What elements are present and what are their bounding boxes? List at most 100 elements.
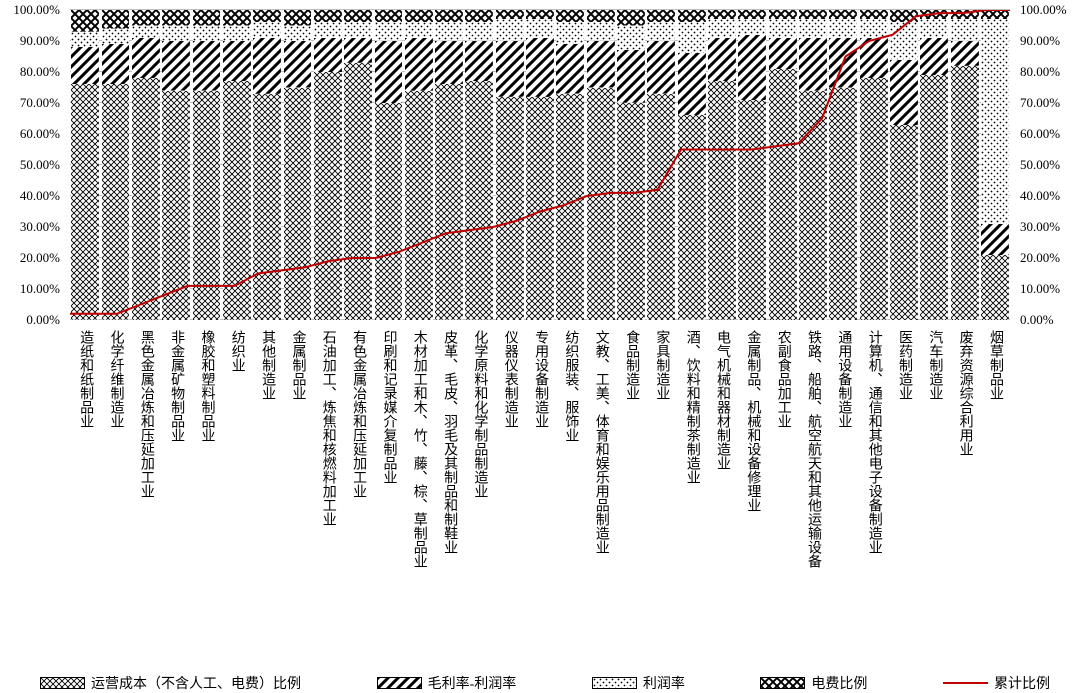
bar — [647, 10, 675, 320]
bar-segment-profit_rate — [708, 19, 736, 38]
bar-segment-electricity — [860, 10, 888, 19]
x-label: 有色金属冶炼和压延加工业 — [348, 330, 368, 498]
bar-slot — [343, 10, 373, 320]
bar-slot — [646, 10, 676, 320]
bar-segment-gross_minus_profit — [375, 41, 403, 103]
bar-segment-electricity — [526, 10, 554, 19]
bar-segment-gross_minus_profit — [435, 41, 463, 84]
x-label-slot: 化学原料和化学制品制造业 — [464, 330, 494, 660]
bar-segment-electricity — [314, 10, 342, 22]
y-tick: 50.00% — [1020, 157, 1080, 173]
chart-container: 0.00%10.00%20.00%30.00%40.00%50.00%60.00… — [0, 0, 1080, 693]
x-label-slot: 专用设备制造业 — [525, 330, 555, 660]
bar-segment-gross_minus_profit — [678, 53, 706, 115]
y-tick: 40.00% — [0, 188, 60, 204]
bar-segment-profit_rate — [829, 19, 857, 38]
y-tick: 30.00% — [0, 219, 60, 235]
bar-segment-profit_rate — [496, 19, 524, 41]
x-label-slot: 铁路、船舶、航空航天和其他运输设备 — [798, 330, 828, 660]
x-label: 食品制造业 — [621, 330, 641, 400]
bar-segment-operating_cost — [981, 255, 1009, 320]
x-label-slot: 烟草制品业 — [980, 330, 1010, 660]
bar-segment-profit_rate — [223, 26, 251, 42]
bar-slot — [737, 10, 767, 320]
bar-slot — [131, 10, 161, 320]
legend-swatch — [377, 677, 422, 689]
bar — [102, 10, 130, 320]
bar-segment-profit_rate — [465, 22, 493, 41]
bar-segment-gross_minus_profit — [890, 60, 918, 125]
x-label-slot: 汽车制造业 — [919, 330, 949, 660]
bar-segment-gross_minus_profit — [829, 38, 857, 88]
bar-segment-operating_cost — [587, 88, 615, 321]
bar — [951, 10, 979, 320]
y-tick: 100.00% — [1020, 2, 1080, 18]
bar-segment-profit_rate — [799, 19, 827, 38]
legend-item-operating_cost: 运营成本（不含人工、电费）比例 — [40, 673, 301, 693]
bar-segment-electricity — [951, 10, 979, 19]
bar-segment-electricity — [556, 10, 584, 22]
x-label-slot: 金属制品业 — [282, 330, 312, 660]
bar-segment-operating_cost — [71, 84, 99, 320]
bar-slot — [707, 10, 737, 320]
bar-segment-electricity — [253, 10, 281, 22]
legend: 运营成本（不含人工、电费）比例毛利率-利润率利润率电费比例累计比例 — [40, 673, 1050, 693]
bar-segment-gross_minus_profit — [132, 38, 160, 78]
bar-segment-electricity — [496, 10, 524, 19]
bar-slot — [191, 10, 221, 320]
bar — [314, 10, 342, 320]
bar-segment-profit_rate — [678, 22, 706, 53]
x-label: 酒、饮料和精制茶制造业 — [682, 330, 702, 484]
bar — [405, 10, 433, 320]
legend-label: 电费比例 — [811, 673, 867, 693]
y-tick: 40.00% — [1020, 188, 1080, 204]
legend-item-gross_minus_profit: 毛利率-利润率 — [377, 673, 517, 693]
x-label-slot: 文教、工美、体育和娱乐用品制造业 — [586, 330, 616, 660]
x-label-slot: 黑色金属冶炼和压延加工业 — [131, 330, 161, 660]
bar-slot — [161, 10, 191, 320]
bar-segment-electricity — [193, 10, 221, 26]
x-label-slot: 石油加工、炼焦和核燃料加工业 — [313, 330, 343, 660]
bar-segment-gross_minus_profit — [587, 41, 615, 88]
bar-segment-operating_cost — [314, 72, 342, 320]
bar-segment-profit_rate — [769, 19, 797, 38]
bar-segment-gross_minus_profit — [647, 41, 675, 94]
x-label: 橡胶和塑料制品业 — [196, 330, 216, 442]
bar-segment-electricity — [223, 10, 251, 26]
bar-segment-gross_minus_profit — [981, 224, 1009, 255]
bar-segment-profit_rate — [526, 19, 554, 38]
x-label-slot: 仪器仪表制造业 — [495, 330, 525, 660]
bar — [526, 10, 554, 320]
legend-label: 累计比例 — [994, 673, 1050, 693]
y-tick: 70.00% — [0, 95, 60, 111]
bar — [920, 10, 948, 320]
x-label-slot: 食品制造业 — [616, 330, 646, 660]
bar — [860, 10, 888, 320]
bar-slot — [282, 10, 312, 320]
bar — [284, 10, 312, 320]
bar-segment-operating_cost — [526, 97, 554, 320]
bar-segment-electricity — [162, 10, 190, 26]
x-label: 印刷和记录媒介复制品业 — [378, 330, 398, 484]
x-label: 农副食品加工业 — [773, 330, 793, 428]
bar — [435, 10, 463, 320]
bar-segment-profit_rate — [253, 22, 281, 38]
legend-swatch — [592, 677, 637, 689]
bar-segment-gross_minus_profit — [951, 41, 979, 66]
bar-segment-profit_rate — [375, 22, 403, 41]
bar-segment-electricity — [465, 10, 493, 22]
x-label-slot: 非金属矿物制品业 — [161, 330, 191, 660]
bar-segment-profit_rate — [860, 19, 888, 38]
bar — [678, 10, 706, 320]
bar-segment-gross_minus_profit — [253, 38, 281, 94]
x-label: 电气机械和器材制造业 — [712, 330, 732, 470]
bar-slot — [859, 10, 889, 320]
bar-slot — [586, 10, 616, 320]
bar-segment-profit_rate — [556, 22, 584, 44]
bar-segment-gross_minus_profit — [162, 41, 190, 91]
bar-slot — [616, 10, 646, 320]
y-tick: 60.00% — [0, 126, 60, 142]
bar-segment-profit_rate — [344, 22, 372, 38]
x-label-slot: 电气机械和器材制造业 — [707, 330, 737, 660]
x-label-slot: 纺织业 — [222, 330, 252, 660]
